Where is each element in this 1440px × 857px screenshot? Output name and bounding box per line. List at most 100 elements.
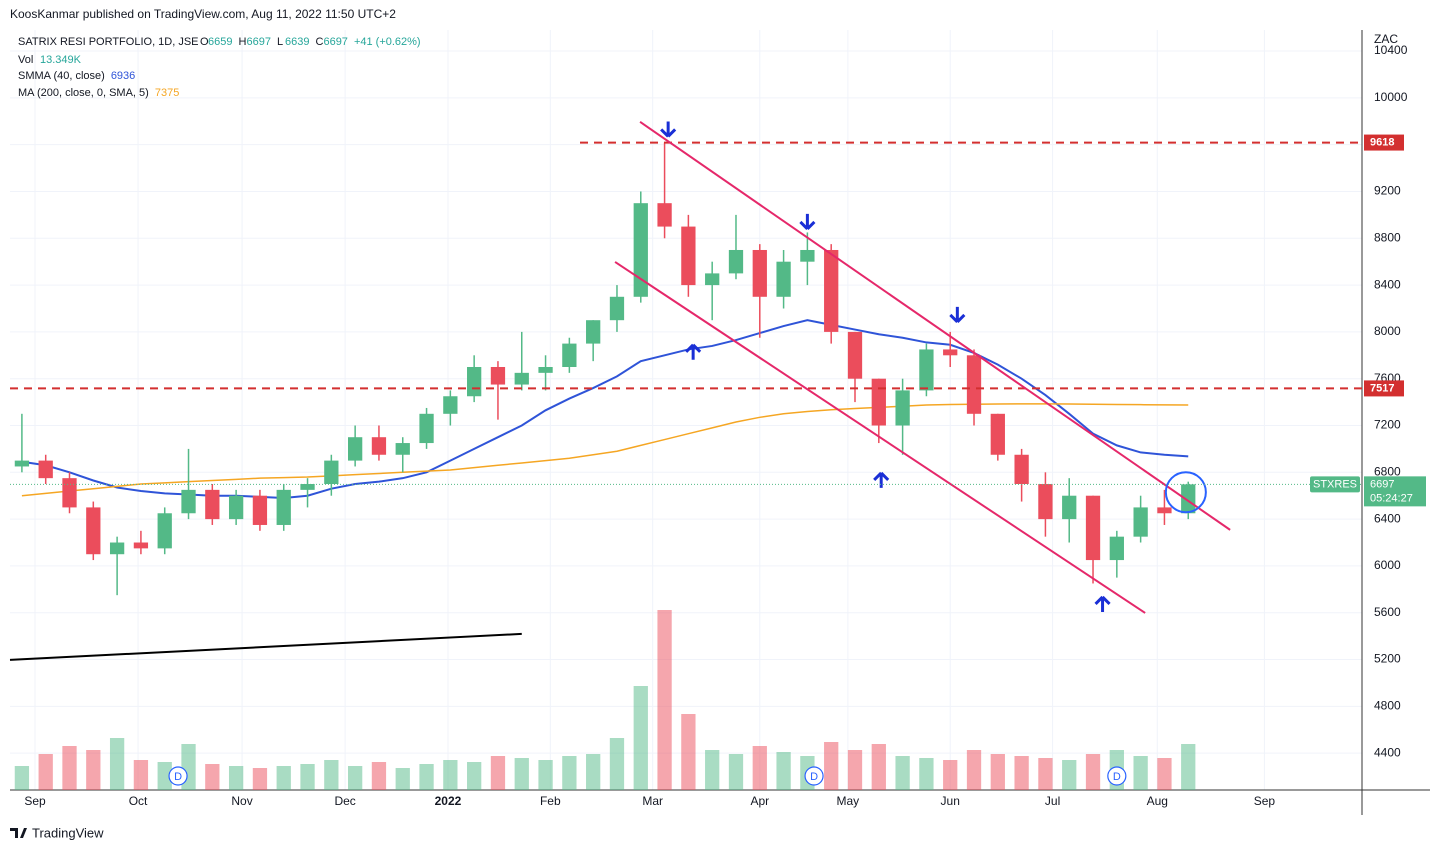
x-tick-label: Sep (24, 794, 46, 808)
x-tick-label: Dec (334, 794, 355, 808)
candle-body (776, 261, 791, 297)
candle-body (443, 396, 458, 414)
x-tick-label: May (837, 794, 860, 808)
candle-body (133, 542, 149, 549)
candle-body (1085, 495, 1101, 561)
price-box (1364, 476, 1426, 507)
volume-bar (395, 768, 410, 790)
candle-body (109, 542, 125, 555)
level-label: 9618 (1370, 136, 1394, 148)
volume-bar (38, 754, 53, 790)
symbol-label: STXRES (1313, 478, 1357, 490)
candle-body (371, 437, 387, 455)
series-legend-value: 7375 (155, 87, 179, 99)
candle-body (252, 495, 268, 525)
arrow-down (660, 121, 677, 138)
trend-line (614, 261, 1146, 614)
volume-bar (824, 742, 839, 790)
dividend-label: D (1113, 771, 1121, 783)
volume-bar (609, 738, 625, 790)
y-tick-label: 6400 (1374, 511, 1401, 525)
volume-bar (943, 760, 958, 790)
dividend-label: D (810, 771, 818, 783)
candle-body (181, 489, 196, 514)
volume-bar (562, 756, 577, 790)
volume-bar (348, 766, 363, 790)
candle-body (1133, 507, 1148, 537)
candle-body (395, 443, 410, 455)
volume-bar (1062, 760, 1077, 790)
footer-logo (10, 828, 27, 838)
candle-body (538, 366, 553, 373)
volume-bar (919, 758, 934, 790)
x-tick-label: 2022 (435, 794, 462, 808)
symbol-box (1310, 476, 1360, 493)
legend-title: SATRIX RESI PORTFOLIO, 1D, JSE (18, 36, 199, 48)
trend-line (639, 121, 1231, 531)
volume-bar (205, 764, 220, 790)
currency-label: ZAC (1374, 32, 1398, 46)
candle-body (490, 366, 506, 385)
y-tick-label: 6800 (1374, 464, 1401, 478)
volume-bar (109, 738, 125, 790)
x-tick-label: Oct (129, 794, 148, 808)
volume-bar (633, 686, 648, 790)
volume-legend-value: 13.349K (40, 54, 82, 66)
series-legend-name: SMMA (40, close) (18, 70, 105, 82)
level-label-box (1364, 134, 1404, 151)
arrow-up (873, 471, 890, 488)
volume-bar (276, 766, 291, 790)
volume-bar (847, 750, 863, 790)
candle-body (62, 478, 77, 508)
level-label: 7517 (1370, 382, 1394, 394)
candle-body (657, 203, 672, 227)
volume-bar (443, 760, 458, 790)
candle-body (1181, 484, 1196, 514)
ohlc-key: H (238, 36, 246, 48)
volume-legend-name: Vol (18, 54, 33, 66)
volume-bar (1014, 756, 1029, 790)
volume-bar (586, 754, 601, 790)
candle-body (1109, 536, 1124, 561)
volume-bar (300, 764, 315, 790)
ohlc-value: 6697 (323, 36, 347, 48)
ohlc-value: 6659 (208, 36, 232, 48)
volume-bar (1133, 756, 1148, 790)
volume-bar (252, 768, 268, 790)
ohlc-value: 6697 (246, 36, 270, 48)
y-tick-label: 5200 (1374, 652, 1401, 666)
candle-body (562, 343, 577, 367)
x-tick-label: Aug (1147, 794, 1168, 808)
volume-bar (467, 762, 482, 790)
dividend-marker (168, 766, 188, 786)
volume-bar (86, 750, 101, 790)
series-legend-name: MA (200, close, 0, SMA, 5) (18, 87, 149, 99)
candle-body (966, 355, 982, 414)
candle-body (943, 349, 958, 356)
volume-bar (895, 756, 910, 790)
publisher: KoosKanmar published on TradingView.com,… (10, 7, 396, 21)
volume-bar (1085, 754, 1101, 790)
level-label-box (1364, 380, 1404, 397)
candle-body (1014, 454, 1029, 485)
volume-bar (538, 760, 553, 790)
arrow-down (949, 306, 966, 323)
x-tick-label: Feb (540, 794, 561, 808)
candle-body (1062, 495, 1077, 520)
price-label: 6697 (1370, 478, 1394, 490)
candle-body (467, 366, 482, 397)
volume-bar (990, 754, 1005, 790)
candle-body (990, 413, 1005, 455)
indicator-line (21, 403, 1189, 497)
y-tick-label: 6000 (1374, 558, 1401, 572)
candle-body (205, 489, 220, 520)
volume-bar (324, 760, 339, 790)
highlight-circle (1164, 471, 1207, 514)
x-tick-label: Mar (642, 794, 663, 808)
countdown-label: 05:24:27 (1370, 492, 1413, 504)
y-tick-label: 9200 (1374, 184, 1401, 198)
candle-body (705, 273, 720, 286)
trend-line (9, 632, 522, 661)
ohlc-key: L (277, 36, 283, 48)
